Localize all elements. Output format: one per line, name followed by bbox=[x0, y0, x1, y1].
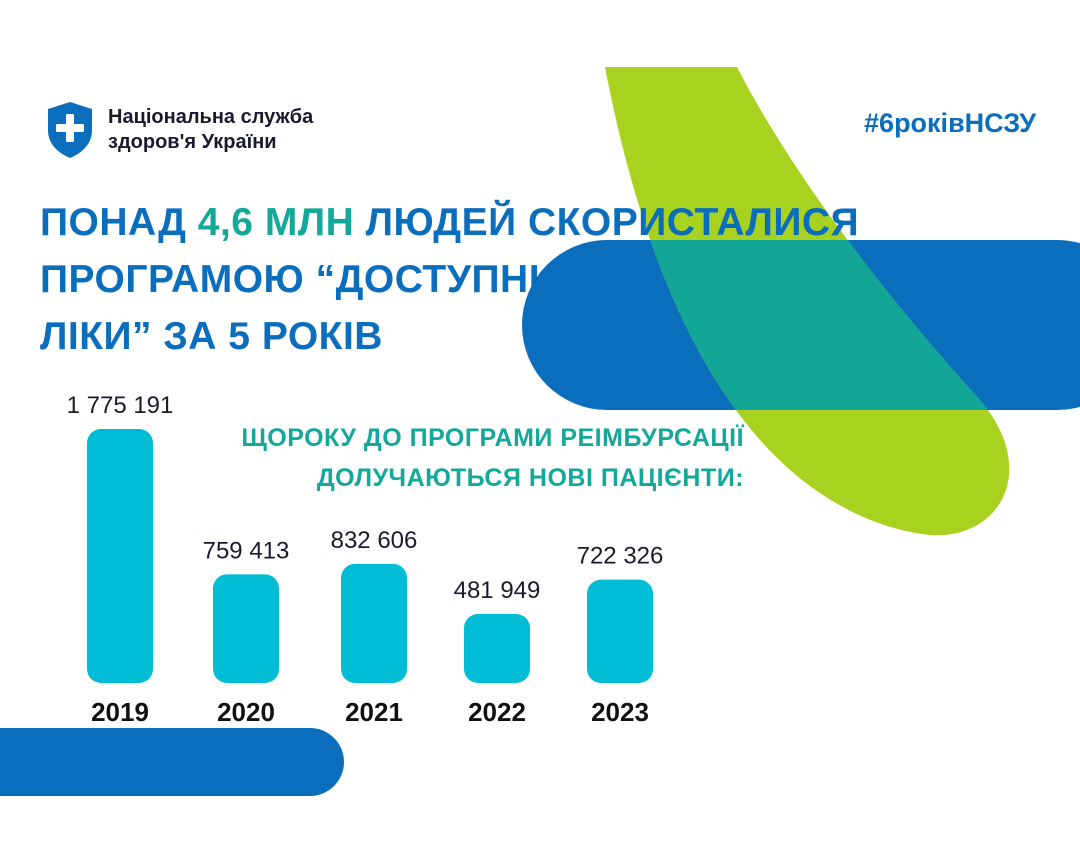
year-label-2023: 2023 bbox=[591, 697, 649, 727]
hashtag: #6роківНСЗУ bbox=[864, 108, 1036, 138]
overlap-teal bbox=[605, 240, 1010, 410]
subheading-line1: ЩОРОКУ ДО ПРОГРАМИ РЕІМБУРСАЦІЇ bbox=[241, 424, 744, 452]
blue-band-bottom bbox=[0, 728, 344, 796]
headline: ПОНАД 4,6 МЛН ЛЮДЕЙ СКОРИСТАЛИСЯ ПРОГРАМ… bbox=[40, 194, 859, 365]
year-label-2019: 2019 bbox=[91, 697, 149, 727]
brand-name-line1: Національна служба bbox=[108, 106, 314, 128]
value-label-2022: 481 949 bbox=[454, 577, 541, 604]
shield-cross-icon bbox=[48, 102, 92, 158]
bar-2023 bbox=[587, 579, 653, 683]
headline-highlight: 4,6 МЛН bbox=[197, 201, 355, 244]
brand-name-line2: здоров'я України bbox=[108, 131, 277, 153]
bar-2021 bbox=[341, 563, 407, 683]
value-label-2021: 832 606 bbox=[331, 527, 418, 554]
headline-line1-start: ПОНАД bbox=[40, 201, 198, 244]
bar-2020 bbox=[213, 574, 279, 683]
year-label-2022: 2022 bbox=[468, 697, 526, 727]
bar-2019 bbox=[87, 429, 153, 683]
value-label-2020: 759 413 bbox=[203, 537, 290, 564]
value-label-2023: 722 326 bbox=[577, 543, 664, 570]
headline-line1: ПОНАД 4,6 МЛН ЛЮДЕЙ СКОРИСТАЛИСЯ bbox=[40, 194, 859, 251]
year-label-2020: 2020 bbox=[217, 697, 275, 727]
year-label-2021: 2021 bbox=[345, 697, 403, 727]
headline-line2: ПРОГРАМОЮ “ДОСТУПНІ bbox=[40, 258, 541, 301]
value-label-2019: 1 775 191 bbox=[67, 392, 174, 419]
bar-2022 bbox=[464, 614, 530, 683]
brand-logo: Національна служба здоров'я України bbox=[44, 100, 313, 160]
subheading-line2: ДОЛУЧАЮТЬСЯ НОВІ ПАЦІЄНТИ: bbox=[316, 464, 744, 492]
subheading: ЩОРОКУ ДО ПРОГРАМИ РЕІМБУРСАЦІЇ ДОЛУЧАЮТ… bbox=[241, 418, 744, 498]
headline-line3: ЛІКИ” ЗА 5 РОКІВ bbox=[40, 315, 383, 358]
headline-line1-end: ЛЮДЕЙ СКОРИСТАЛИСЯ bbox=[354, 201, 860, 244]
